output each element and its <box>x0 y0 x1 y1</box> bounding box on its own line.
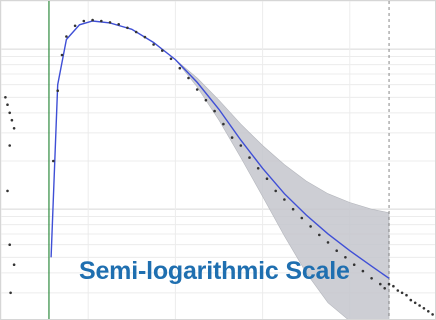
data-point <box>392 284 395 288</box>
data-point <box>82 19 86 23</box>
data-point <box>161 49 164 52</box>
data-point <box>169 57 173 61</box>
data-point <box>413 301 417 305</box>
data-point <box>10 118 14 122</box>
data-point <box>108 21 112 24</box>
data-point <box>291 207 295 211</box>
data-point <box>52 159 55 163</box>
data-point <box>134 30 138 34</box>
data-point <box>361 269 365 273</box>
data-point <box>91 18 94 22</box>
data-point <box>56 89 59 92</box>
data-point <box>6 189 9 193</box>
data-point <box>12 263 16 267</box>
data-point <box>309 225 312 228</box>
data-point <box>326 241 330 244</box>
data-point <box>379 282 382 286</box>
data-point <box>283 198 286 201</box>
data-point <box>4 96 7 99</box>
data-point <box>335 249 339 252</box>
data-point <box>222 122 225 126</box>
data-point <box>256 167 260 170</box>
data-point <box>12 127 16 130</box>
data-point <box>370 277 373 280</box>
data-point <box>400 291 404 295</box>
data-point <box>187 76 190 80</box>
data-point <box>65 35 68 38</box>
data-point <box>213 109 216 113</box>
data-point <box>152 43 155 46</box>
data-point <box>396 289 400 292</box>
data-point <box>126 26 129 30</box>
data-point <box>8 111 11 115</box>
data-point <box>143 35 147 39</box>
data-point <box>318 233 321 237</box>
data-point <box>265 177 269 180</box>
chart-title: Semi-logarithmic Scale <box>79 257 350 285</box>
data-point <box>178 66 182 70</box>
data-point <box>8 243 11 246</box>
data-point <box>100 19 103 23</box>
data-point <box>405 293 408 297</box>
data-point <box>383 287 387 290</box>
data-point <box>409 298 413 302</box>
data-point <box>418 304 421 307</box>
fitted-line <box>50 20 390 279</box>
data-point <box>352 263 356 267</box>
data-point <box>60 53 64 57</box>
data-point <box>387 282 391 286</box>
data-point <box>248 156 251 159</box>
data-point <box>6 103 9 106</box>
data-point <box>204 98 208 102</box>
points-layer <box>4 18 434 316</box>
data-point <box>300 216 304 220</box>
data-point <box>431 313 434 316</box>
data-point <box>195 88 199 91</box>
data-point <box>274 189 278 193</box>
reference-lines <box>48 1 390 319</box>
data-point <box>344 255 347 259</box>
data-point <box>239 144 243 147</box>
data-point <box>8 144 11 147</box>
fit-layer <box>50 20 390 279</box>
data-point <box>230 136 234 139</box>
data-point <box>117 23 120 26</box>
data-point <box>422 307 426 310</box>
data-point <box>427 310 430 313</box>
data-point <box>73 24 77 28</box>
data-point <box>9 291 12 295</box>
